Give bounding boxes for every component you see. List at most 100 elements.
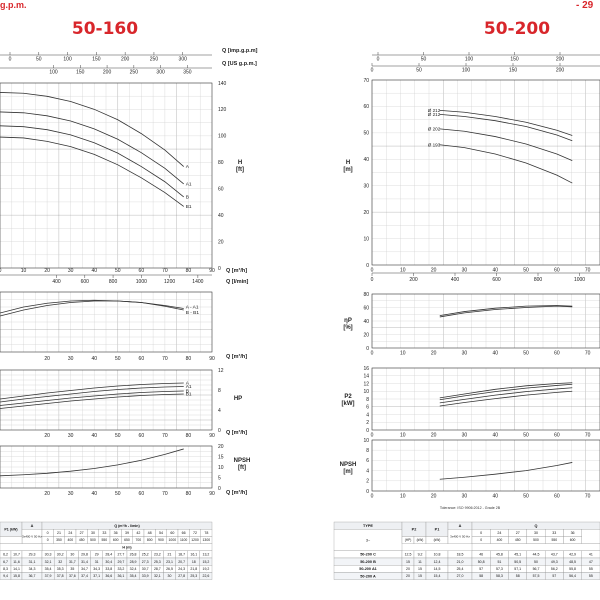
left-h-series-label: B1 (186, 204, 192, 210)
left-h-x2-tick: 600 (81, 279, 90, 285)
left-table-q-m3h: 27 (80, 531, 84, 535)
left-table-h-value: 37,6 (69, 574, 76, 578)
left-eff-frame (0, 291, 213, 353)
right-table-value: 15 (418, 574, 422, 578)
right-table-h-value-cell (581, 572, 600, 580)
right-table-value: 12,5 (405, 553, 412, 557)
left-table-h-value: 33,2 (118, 567, 125, 571)
left-top-axis-title: Q [imp.g.p.m] (222, 48, 258, 54)
left-table-h-value: 28,9 (130, 560, 137, 564)
left-table-kw: 11,6 (13, 560, 20, 564)
left-table-q-m3h: 42 (136, 531, 140, 535)
left-table-h-value: 23,1 (166, 560, 173, 564)
left-top-tick-label: 50 (36, 57, 42, 63)
left-eff-chart: A - A1B - B1 20 30 40 50 60 70 80 90 Q [m³/h] (0, 291, 247, 362)
left-p-series-label: A1 (186, 384, 192, 390)
left-p-series-label: B (186, 389, 189, 395)
right-table-kw-unit: (kW) (417, 538, 424, 542)
right-table-q-lmin: 600 (570, 538, 576, 542)
left-h-series-label: A1 (186, 181, 192, 187)
right-table-q-lmin: 550 (551, 538, 557, 542)
left-table-h-value: 32,1 (154, 574, 161, 578)
right-table-type: 50-200 A (360, 574, 376, 578)
left-table-q-lmin: 650 (124, 538, 130, 542)
left-h-x-tick: 80 (186, 268, 192, 274)
left-table-h-value: 29 (95, 553, 99, 557)
left-h-x-tick: 20 (44, 268, 50, 274)
right-eff-curve-1 (439, 305, 573, 316)
left-npsh-yright-tick: 15 (218, 454, 224, 460)
right-eff-y-tick: 20 (363, 332, 369, 338)
left-table-q-m3h: 66 (182, 531, 186, 535)
left-table-h-value: 21,8 (190, 567, 197, 571)
right-table-value: 21,0 (457, 560, 464, 564)
left-p-series-label: A (186, 381, 190, 387)
left-h-series-label: A (186, 164, 190, 170)
left-table-h-value: 31 (95, 560, 99, 564)
left-table-q-lmin: 900 (158, 538, 164, 542)
right-top-tick-label: 200 (556, 57, 565, 63)
left-npsh-x-tick: 30 (68, 491, 74, 497)
right-h-x-tick: 60 (554, 268, 560, 274)
left-table-q-lmin: 500 (90, 538, 96, 542)
right-table-value: 20 (406, 574, 410, 578)
right-npsh-chart: 0 2 4 6 8 10 NPSH [m] 0 10 20 30 40 50 60 70 (340, 438, 600, 500)
left-npsh-ylabel: NPSH [ft] (234, 458, 251, 471)
left-p-yright-tick: 4 (218, 408, 221, 414)
left-table-q-lmin: 400 (67, 538, 73, 542)
left-table-h-value: 16,1 (190, 553, 197, 557)
left-table-h-value: 26,8 (130, 553, 137, 557)
right-npsh-frame (371, 439, 600, 492)
left-p-x-tick: 20 (44, 433, 50, 439)
left-h-yright-tick: 40 (218, 213, 224, 219)
left-npsh-x-tick: 80 (186, 491, 192, 497)
right-p-x-tick: 10 (400, 433, 406, 439)
left-table-q-m3h: 24 (68, 531, 72, 535)
right-h-y-tick: 10 (363, 236, 369, 242)
right-table-q-lmin: 400 (497, 538, 503, 542)
left-table-q-header: Q (m³/h - l/min) (114, 524, 140, 528)
right-table-value: 11 (418, 560, 422, 564)
right-h-x2-tick: 200 (409, 277, 418, 283)
right-h-curve-1 (439, 109, 573, 136)
right-eff-x-tick: 20 (431, 351, 437, 357)
left-table-h-value: 26,5 (166, 567, 173, 571)
right-p-curve-1 (439, 382, 573, 399)
right-chart-title: 50-200 (484, 19, 550, 39)
left-h-x-tick: 60 (139, 268, 145, 274)
left-h-xlabel: Q [m³/h] (226, 267, 247, 274)
left-table-h-value: 32 (58, 560, 62, 564)
left-p-curve-1 (0, 382, 184, 400)
right-eff-curve-2 (439, 305, 573, 318)
right-table-q-m3h: 36 (571, 531, 575, 535)
left-table-h-value: 37,1 (93, 574, 100, 578)
left-h-x-tick: 40 (91, 268, 97, 274)
right-h-x2-tick: 1000 (574, 277, 585, 283)
left-h-yright-tick: 120 (218, 107, 227, 113)
left-header-fragment: g.p.m. (0, 0, 27, 10)
right-table-h-value: 55,8 (569, 567, 576, 571)
left-p-curve-3 (0, 390, 184, 406)
left-h-x-tick: 30 (68, 268, 74, 274)
tolerance-note: Tolerance: ISO 9906:2012 - Grade 2B (440, 506, 501, 510)
left-top-tick-label: 200 (121, 57, 130, 63)
left-table-h-value: 36,1 (118, 574, 125, 578)
left-table-hp: 8,3 (3, 567, 8, 571)
left-p-yright-tick: 8 (218, 388, 221, 394)
left-npsh-x-tick: 60 (139, 491, 145, 497)
left-table-h-value: 32,1 (45, 560, 52, 564)
left-p-ylabel: HP (234, 396, 242, 402)
right-table-q-m3h: 24 (497, 531, 501, 535)
left-eff-x-tick: 80 (186, 356, 192, 362)
right-h-y-tick: 20 (363, 210, 369, 216)
right-table-q-lmin: 0 (480, 538, 482, 542)
right-table-h-row-cell (471, 543, 600, 551)
right-table-h-value: 51 (497, 560, 501, 564)
right-table-type: 50-200 C (360, 553, 376, 557)
left-table-h-value: 30,7 (142, 567, 149, 571)
right-h-x-tick: 40 (492, 268, 498, 274)
left-p-yright-tick: 0 (218, 428, 221, 434)
left-p-x-tick: 80 (186, 433, 192, 439)
left-p-series-label: B1 (186, 392, 192, 398)
